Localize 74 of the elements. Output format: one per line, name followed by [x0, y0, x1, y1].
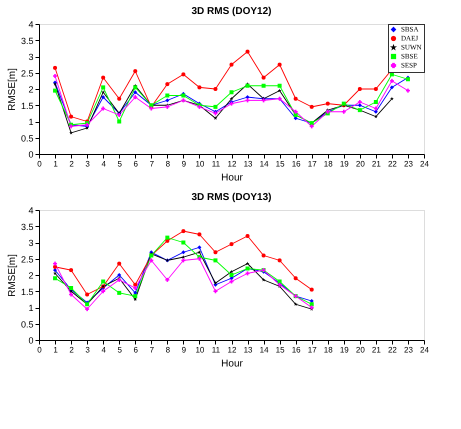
x-tick-label: 22	[388, 346, 398, 354]
y-tick-label: 0.5	[20, 319, 34, 330]
x-tick-label: 2	[69, 160, 74, 168]
x-tick-label: 18	[324, 346, 334, 354]
x-tick-label: 3	[85, 346, 90, 354]
x-tick-label: 16	[292, 346, 302, 354]
y-tick-label: 3.5	[20, 222, 34, 232]
x-tick-label: 19	[340, 346, 350, 354]
x-tick-label: 2	[69, 346, 74, 354]
x-tick-label: 11	[212, 346, 221, 354]
y-tick-label: 4	[28, 206, 34, 216]
x-tick-label: 16	[292, 160, 302, 168]
y-axis-title: RMSE[m]	[6, 68, 18, 111]
y-tick-label: 2	[28, 84, 34, 94]
x-tick-label: 9	[182, 346, 187, 354]
y-tick-label: 3	[28, 238, 34, 248]
y-tick-label: 3	[28, 52, 34, 62]
y-tick-label: 0.5	[20, 133, 34, 144]
x-tick-label: 14	[260, 346, 270, 354]
y-tick-label: 2.5	[20, 68, 34, 78]
x-tick-label: 22	[388, 160, 398, 168]
x-tick-label: 20	[356, 346, 366, 354]
y-tick-label: 4	[28, 20, 34, 30]
y-tick-label: 1	[28, 117, 34, 127]
x-tick-label: 11	[212, 160, 221, 168]
x-tick-label: 8	[166, 346, 171, 354]
x-axis-title: Hour	[221, 172, 244, 184]
y-tick-label: 0	[28, 150, 34, 160]
x-tick-label: 10	[195, 346, 205, 354]
x-tick-label: 12	[228, 160, 237, 168]
y-tick-label: 2.5	[20, 254, 34, 264]
x-tick-label: 4	[101, 160, 106, 168]
y-tick-label: 2	[28, 270, 34, 280]
y-tick-label: 1.5	[20, 286, 34, 297]
x-tick-label: 13	[244, 160, 254, 168]
x-tick-label: 18	[324, 160, 334, 168]
x-tick-label: 4	[101, 346, 106, 354]
x-tick-label: 24	[420, 160, 430, 168]
x-tick-label: 8	[166, 160, 171, 168]
x-tick-label: 14	[260, 160, 270, 168]
x-tick-label: 6	[134, 160, 139, 168]
x-tick-label: 19	[340, 160, 350, 168]
y-tick-label: 0	[28, 336, 34, 346]
x-tick-label: 1	[53, 346, 58, 354]
y-axis-title: RMSE[m]	[6, 254, 18, 297]
x-tick-label: 5	[117, 160, 122, 168]
y-tick-label: 1.5	[20, 100, 34, 111]
x-tick-label: 0	[37, 160, 42, 168]
x-tick-label: 5	[117, 346, 122, 354]
x-tick-label: 9	[182, 160, 187, 168]
x-tick-label: 12	[228, 346, 237, 354]
x-tick-label: 21	[372, 160, 382, 168]
x-tick-label: 15	[276, 160, 286, 168]
x-tick-label: 17	[308, 160, 318, 168]
chart-title: 3D RMS (DOY12)	[191, 6, 272, 17]
x-tick-label: 13	[244, 346, 254, 354]
x-tick-label: 20	[356, 160, 366, 168]
x-axis-title: Hour	[221, 358, 244, 370]
x-tick-label: 1	[53, 160, 58, 168]
chart-title: 3D RMS (DOY13)	[191, 192, 272, 203]
x-tick-label: 7	[150, 160, 155, 168]
x-tick-label: 15	[276, 346, 286, 354]
x-tick-label: 7	[150, 346, 155, 354]
x-tick-label: 6	[134, 346, 139, 354]
x-tick-label: 21	[372, 346, 382, 354]
y-tick-label: 3.5	[20, 36, 34, 46]
y-tick-label: 1	[28, 303, 34, 313]
x-tick-label: 23	[404, 160, 414, 168]
x-tick-label: 0	[37, 346, 42, 354]
x-tick-label: 24	[420, 346, 430, 354]
x-tick-label: 3	[85, 160, 90, 168]
x-tick-label: 17	[308, 346, 318, 354]
x-tick-label: 23	[404, 346, 414, 354]
x-tick-label: 10	[195, 160, 205, 168]
